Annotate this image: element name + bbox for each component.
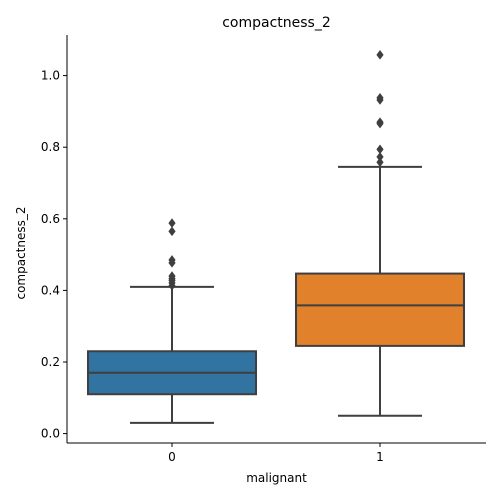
- outlier-point: [376, 92, 384, 103]
- iqr-box: [295, 272, 465, 347]
- y-tick-label: 0.0: [41, 427, 60, 441]
- y-tick-label: 0.4: [41, 283, 60, 297]
- plot-area: [87, 50, 465, 424]
- y-tick-label: 1.0: [41, 69, 60, 83]
- box-group-0: [87, 218, 257, 424]
- box-group-1: [295, 50, 465, 417]
- outlier-point: [376, 117, 384, 127]
- chart-title: compactness_2: [222, 15, 331, 31]
- outlier-point: [376, 157, 384, 168]
- outlier-point: [376, 50, 384, 60]
- outlier-point: [376, 144, 384, 155]
- outlier-point: [168, 218, 176, 228]
- x-axis-label: malignant: [246, 471, 307, 485]
- y-axis-label: compactness_2: [14, 206, 28, 299]
- outlier-point: [168, 271, 176, 281]
- y-tick-label: 0.2: [41, 355, 60, 369]
- outlier-point: [376, 152, 384, 162]
- y-tick-label: 0.6: [41, 212, 60, 226]
- x-tick-label: 1: [376, 450, 384, 464]
- outlier-point: [168, 255, 176, 265]
- y-axis-ticks: 0.0 0.2 0.4 0.6 0.8 1.0: [41, 69, 67, 441]
- x-tick-label: 0: [168, 450, 176, 464]
- y-tick-label: 0.8: [41, 140, 60, 154]
- outlier-point: [168, 226, 176, 237]
